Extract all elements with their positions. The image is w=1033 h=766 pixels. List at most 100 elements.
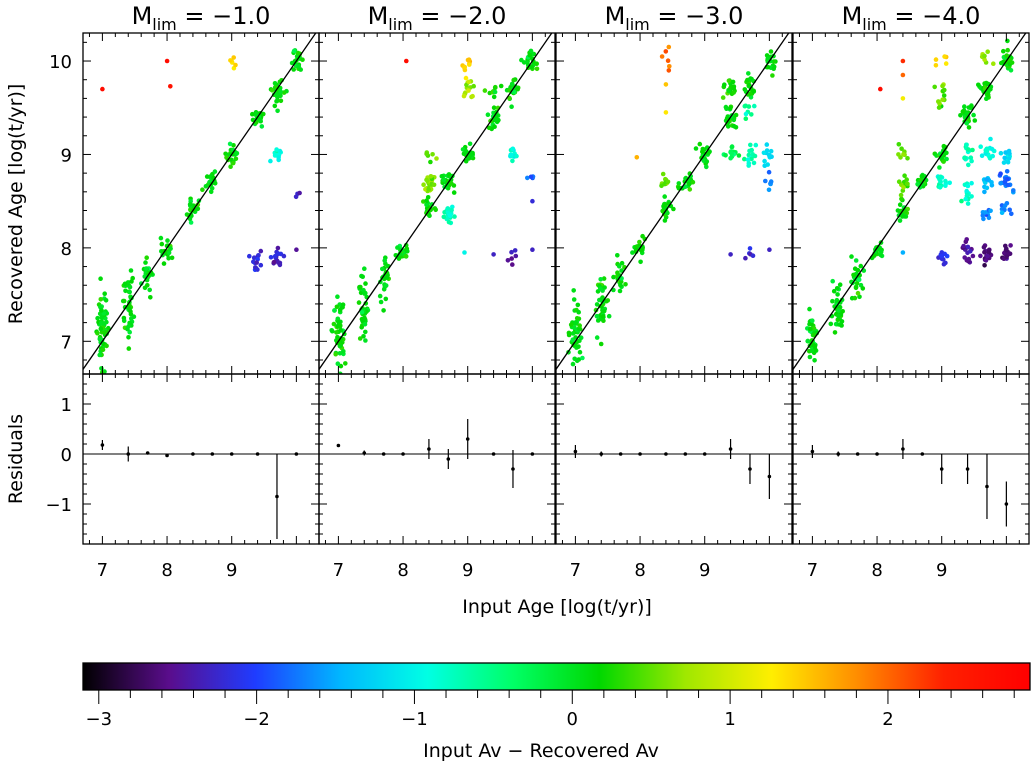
data-point: [486, 125, 492, 131]
data-point: [491, 105, 497, 110]
data-point: [743, 103, 748, 109]
data-point: [617, 288, 623, 294]
data-point: [357, 336, 363, 341]
data-point: [427, 213, 432, 218]
residual-point: [728, 447, 733, 451]
data-point: [362, 266, 367, 272]
data-point: [424, 177, 429, 183]
residual-point: [294, 452, 299, 456]
data-point: [836, 308, 841, 313]
data-point: [768, 148, 774, 154]
data-point: [404, 58, 409, 64]
top-frame: [318, 32, 556, 375]
data-point: [762, 158, 767, 164]
residual-point: [901, 447, 905, 451]
data-point: [853, 258, 859, 263]
data-point: [830, 278, 835, 284]
data-point: [667, 64, 672, 69]
data-point: [900, 96, 906, 101]
residual-point: [985, 484, 989, 489]
data-point: [900, 58, 906, 64]
residual-point: [491, 452, 496, 456]
residual-point: [939, 467, 944, 471]
data-point: [942, 54, 947, 59]
data-point: [449, 181, 454, 186]
data-point: [166, 250, 172, 255]
data-point: [987, 156, 993, 161]
data-point: [99, 315, 105, 321]
residuals: [573, 439, 772, 499]
residual-point: [767, 474, 772, 479]
data-point: [965, 192, 970, 198]
data-point: [276, 155, 281, 160]
data-point: [687, 187, 693, 192]
data-point: [858, 263, 864, 269]
data-point: [100, 86, 105, 92]
data-point: [962, 104, 967, 109]
data-point: [212, 180, 218, 186]
data-point: [337, 324, 343, 329]
data-point: [619, 260, 625, 266]
data-point: [509, 249, 514, 255]
data-point: [98, 326, 104, 332]
data-point: [121, 298, 127, 304]
data-point: [831, 288, 837, 294]
data-point: [161, 261, 167, 266]
data-point: [278, 98, 284, 104]
data-point: [704, 159, 710, 164]
data-point: [272, 103, 278, 109]
data-point: [513, 253, 519, 259]
data-point: [971, 112, 976, 118]
data-point: [425, 195, 431, 200]
data-point: [491, 252, 496, 257]
y-tick-label: 8: [61, 239, 72, 260]
residual-point: [229, 452, 234, 456]
data-point: [751, 160, 757, 166]
data-point: [363, 290, 368, 296]
data-point: [743, 111, 749, 117]
data-point: [274, 99, 279, 104]
x-ticks: [798, 33, 1020, 544]
data-point: [665, 179, 671, 185]
residual-point: [362, 451, 367, 455]
data-point: [767, 152, 772, 158]
data-point: [272, 81, 278, 86]
data-point: [449, 207, 454, 213]
data-point: [748, 142, 753, 148]
data-point: [747, 91, 753, 96]
panel-3: Mlim = −3.0 7 8 9: [555, 2, 793, 581]
data-point: [293, 194, 299, 200]
data-point: [972, 118, 978, 123]
data-point: [835, 317, 841, 323]
data-point: [832, 330, 838, 335]
data-point: [852, 295, 858, 301]
data-point: [982, 189, 987, 195]
data-point: [330, 328, 335, 334]
data-point: [729, 144, 735, 150]
data-point: [95, 330, 100, 336]
data-point: [463, 75, 469, 81]
data-point: [896, 152, 901, 157]
data-point: [968, 155, 974, 160]
data-point: [228, 58, 233, 63]
data-point: [905, 181, 910, 187]
data-point: [748, 77, 753, 82]
data-point: [601, 308, 607, 314]
top-frame: [82, 32, 320, 375]
data-point: [730, 79, 736, 85]
data-point: [989, 180, 994, 185]
data-point: [295, 50, 301, 56]
data-point: [1009, 60, 1015, 65]
data-point: [340, 302, 346, 308]
data-point: [700, 149, 705, 154]
data-point: [382, 258, 388, 263]
data-point: [662, 194, 667, 199]
data-point: [606, 313, 612, 319]
residual-point: [145, 451, 150, 455]
data-point: [807, 354, 813, 360]
data-point: [602, 285, 607, 290]
data-point: [383, 283, 389, 288]
data-point: [432, 206, 438, 211]
data-point: [766, 187, 772, 193]
data-point: [126, 335, 131, 340]
